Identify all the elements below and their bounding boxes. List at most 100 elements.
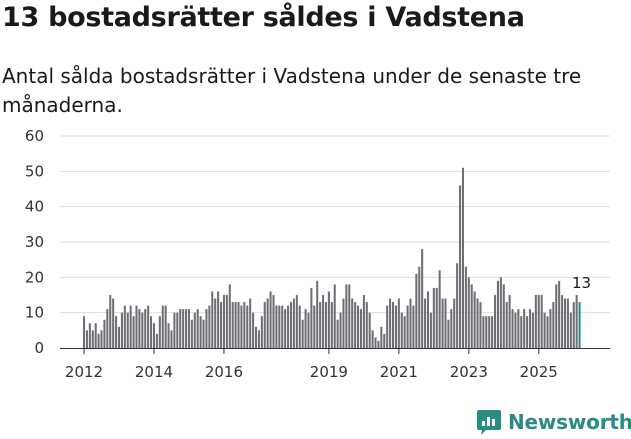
chart-title: 13 bostadsrätter såldes i Vadstena: [2, 2, 525, 33]
bar: [377, 340, 380, 348]
bar: [275, 305, 278, 348]
bar: [278, 305, 281, 348]
bar: [546, 316, 549, 348]
bar: [164, 305, 167, 348]
x-tick-label: 2019: [310, 363, 348, 381]
x-tick-label: 2016: [205, 363, 243, 381]
bar: [374, 337, 377, 348]
bar: [263, 302, 266, 348]
bar: [523, 309, 526, 348]
bar: [467, 277, 470, 348]
bar: [421, 249, 424, 348]
bar: [246, 305, 249, 348]
bar: [231, 302, 234, 348]
bar: [199, 316, 202, 348]
bar: [391, 302, 395, 348]
bar: [386, 305, 389, 348]
bar: [310, 287, 313, 348]
bar: [389, 298, 392, 348]
bar: [543, 312, 546, 348]
newsworthy-icon: [477, 410, 501, 435]
bar: [190, 319, 193, 348]
bar: [173, 312, 176, 348]
bar: [441, 298, 444, 348]
bar: [491, 316, 494, 348]
bar: [453, 298, 456, 348]
bar: [304, 309, 307, 348]
bar: [563, 298, 567, 348]
x-tick-label: 2021: [380, 363, 418, 381]
bar: [106, 309, 109, 348]
bar: [461, 167, 464, 348]
bar: [126, 312, 129, 348]
bars: [83, 167, 581, 348]
brand-name: Newsworthy: [508, 410, 631, 434]
x-axis: [60, 348, 610, 354]
bar: [505, 302, 508, 348]
chart-subtitle: Antal sålda bostadsrätter i Vadstena und…: [2, 64, 582, 117]
bar: [237, 302, 240, 348]
bar: [254, 326, 258, 348]
bar: [555, 284, 558, 348]
bar: [488, 316, 491, 348]
bar-latest: [578, 302, 581, 348]
bar: [307, 312, 310, 348]
x-tick-label: 2023: [450, 363, 488, 381]
bar: [526, 316, 529, 348]
bar: [176, 312, 179, 348]
bar: [287, 305, 290, 348]
bar: [470, 284, 473, 348]
bar: [511, 309, 514, 348]
bar: [272, 295, 275, 348]
bar: [502, 284, 505, 348]
bar: [499, 277, 502, 348]
bar: [129, 305, 132, 348]
bar: [365, 302, 368, 348]
bar: [531, 312, 534, 348]
bar: [112, 298, 115, 348]
bar: [322, 295, 325, 348]
y-tick-label: 10: [25, 304, 44, 322]
bar: [552, 302, 555, 348]
bar: [345, 284, 348, 348]
bar: [476, 298, 479, 348]
bar: [549, 309, 552, 348]
bar: [150, 316, 153, 348]
bar: [85, 330, 88, 348]
bar: [444, 298, 447, 348]
y-tick-label: 20: [25, 268, 44, 286]
x-tick-label: 2025: [520, 363, 558, 381]
bar: [109, 295, 112, 348]
bar: [473, 291, 476, 348]
bar: [327, 291, 330, 348]
bar: [179, 309, 182, 348]
bar: [354, 302, 357, 348]
bar: [540, 295, 543, 348]
bar: [561, 295, 564, 348]
bar: [88, 323, 91, 348]
bar: [144, 309, 147, 348]
bar: [187, 309, 190, 348]
bar: [295, 295, 298, 348]
bar: [400, 312, 403, 348]
bar: [234, 302, 237, 348]
bar: [158, 316, 161, 348]
bar: [208, 305, 211, 348]
bar: [485, 316, 488, 348]
bar: [228, 284, 231, 348]
bar: [572, 302, 575, 348]
bar: [115, 316, 118, 348]
bar: [120, 312, 123, 348]
bar: [534, 295, 537, 348]
axis-labels: 0 10 20 30 40 50 60 2012 2014 2016 2019 2021 2023 202…: [25, 127, 591, 381]
bar: [196, 309, 199, 348]
bar: [260, 316, 263, 348]
bar: [217, 291, 220, 348]
bar: [284, 309, 287, 348]
bar: [362, 295, 365, 348]
bar: [406, 305, 409, 348]
bar: [479, 302, 482, 348]
bar: [575, 295, 578, 348]
bar: [333, 284, 336, 348]
bar: [155, 333, 158, 348]
